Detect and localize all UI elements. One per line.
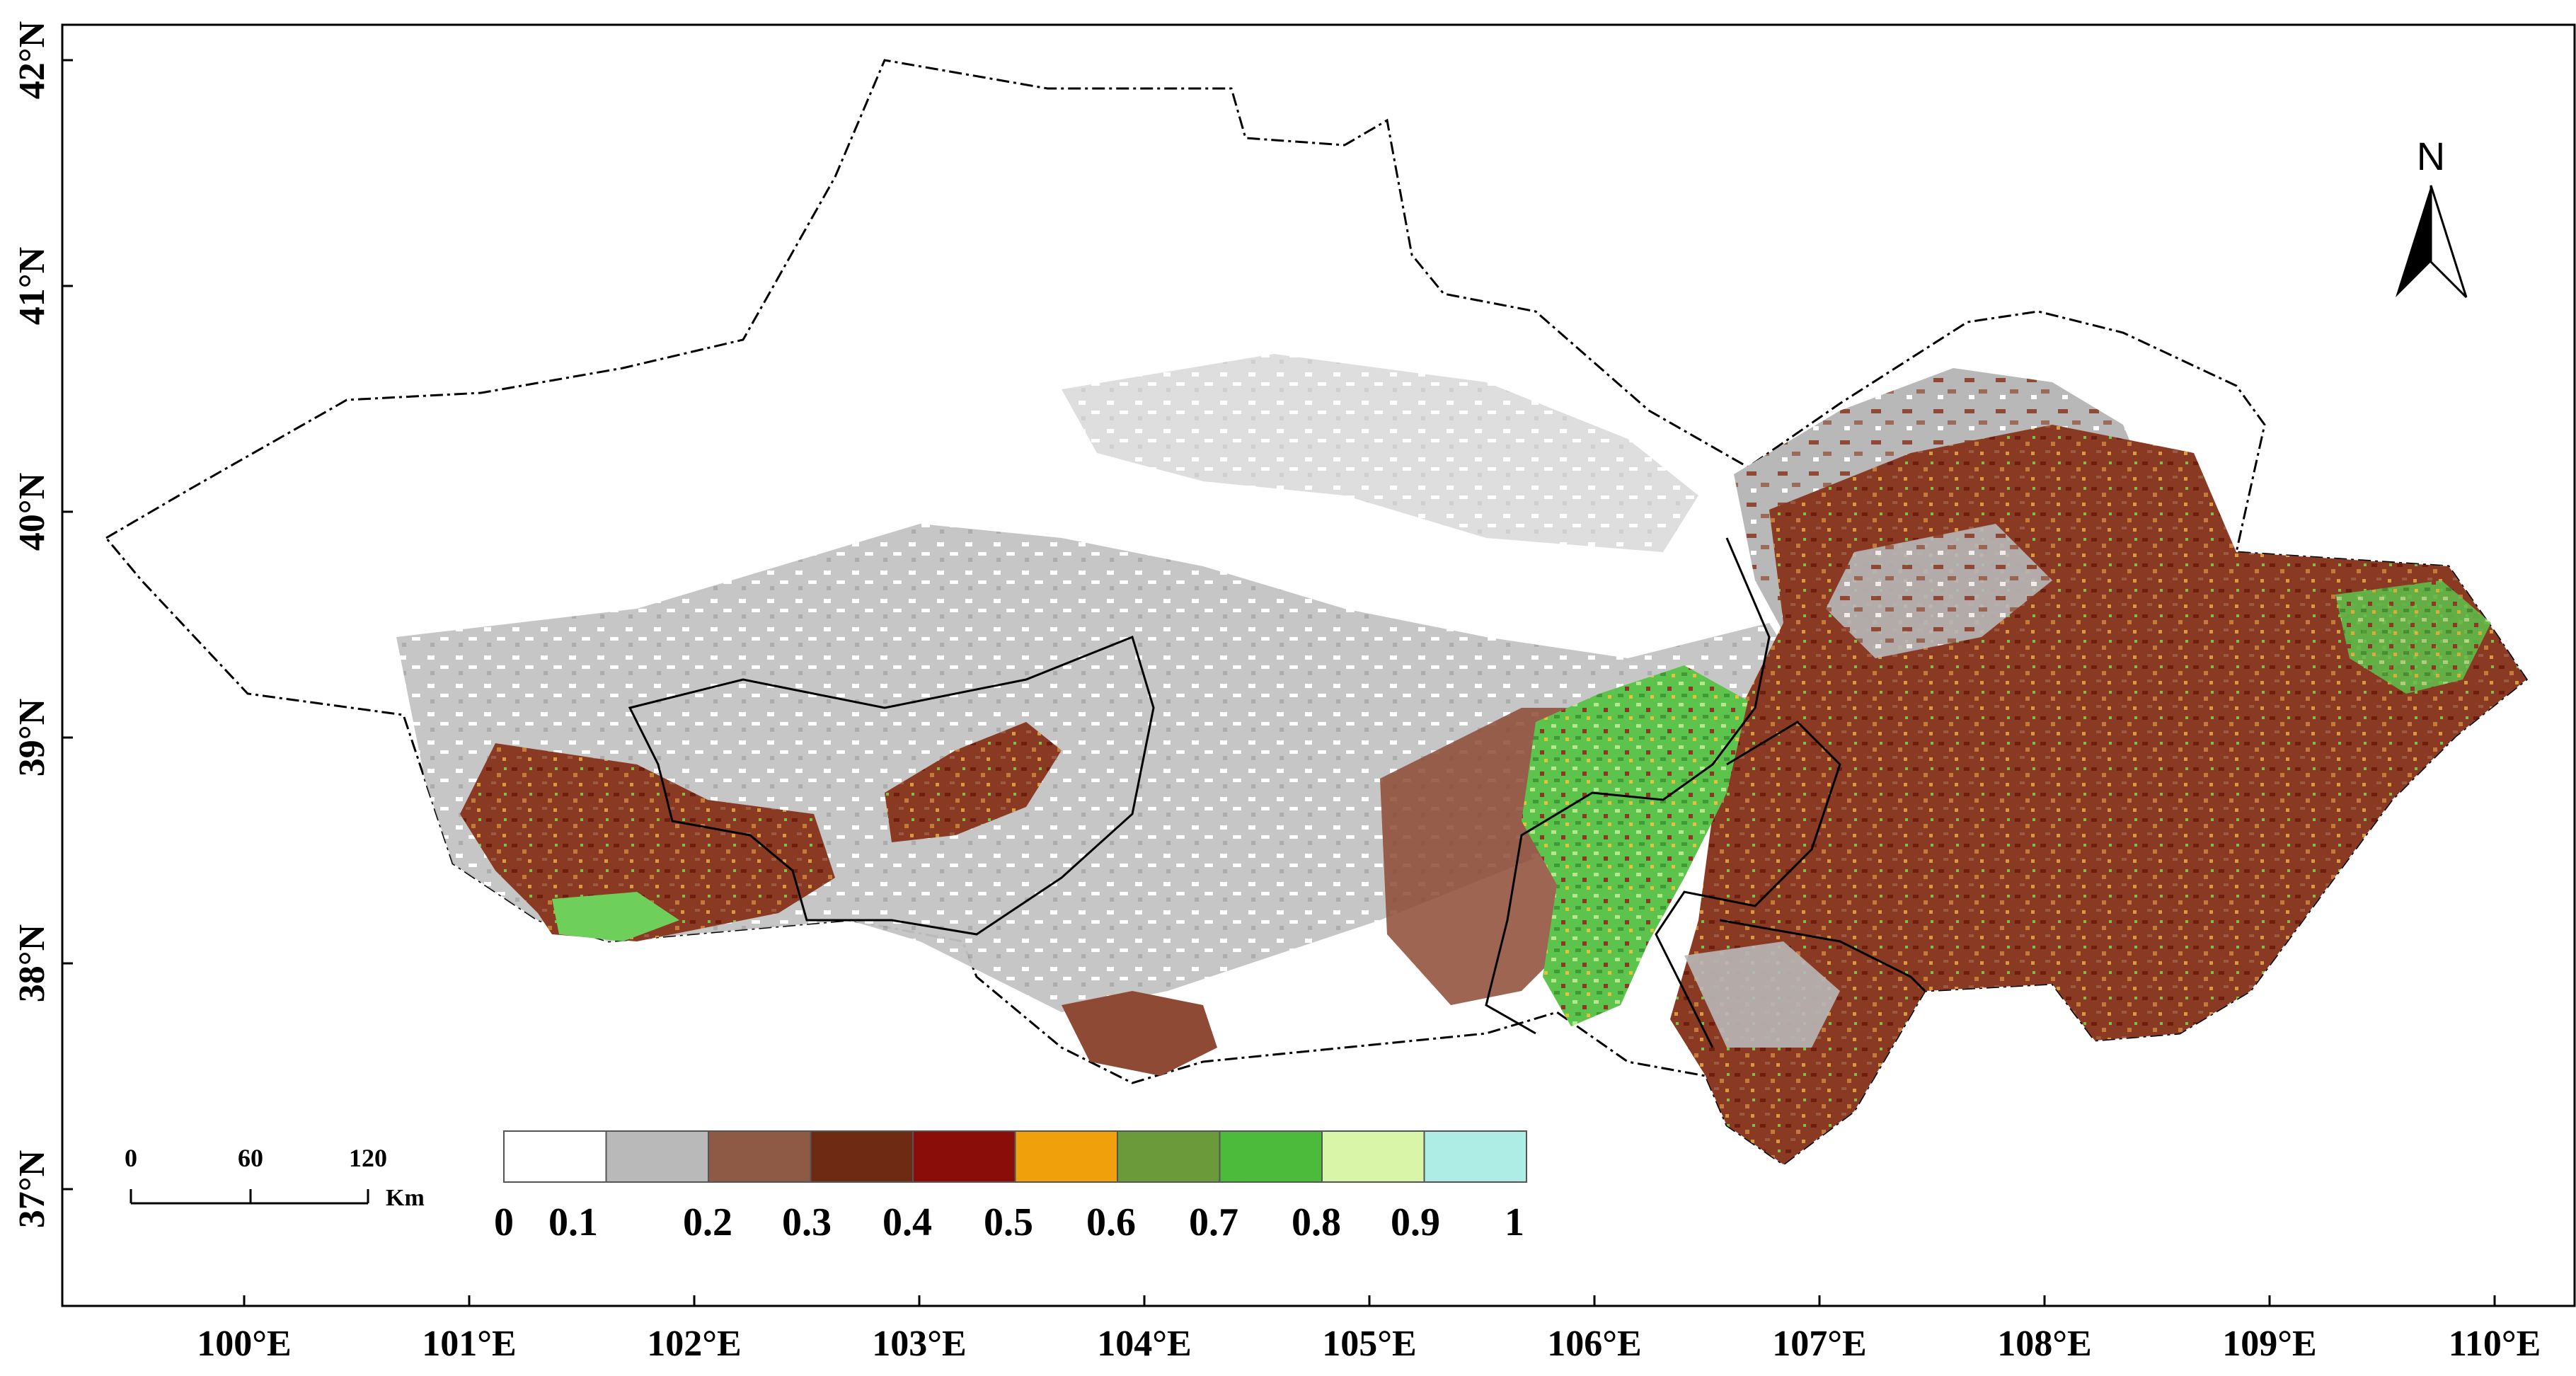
lon-tick-label: 103°E	[872, 1324, 966, 1364]
lon-tick-label: 106°E	[1547, 1324, 1641, 1364]
internal-boundary-c	[1655, 721, 1841, 1048]
lon-tick-label: 109°E	[2222, 1324, 2316, 1364]
gray-zone-north	[1062, 354, 1698, 552]
lat-tick-label: 42°N	[12, 21, 52, 99]
legend-label: 0.4	[882, 1200, 932, 1244]
lat-ticks	[62, 59, 73, 1191]
brown-zone-south	[1062, 991, 1217, 1076]
lon-tick-label: 102°E	[647, 1324, 741, 1364]
lat-tick-label: 40°N	[12, 473, 52, 551]
legend-label: 0.5	[984, 1200, 1033, 1244]
legend-label: 0.2	[683, 1200, 732, 1244]
green-zone-ridge	[1522, 665, 1748, 1026]
lon-tick-label: 101°E	[422, 1324, 516, 1364]
brown-patch-center	[885, 722, 1062, 842]
legend-swatch	[1219, 1130, 1323, 1183]
internal-boundary-b	[1485, 537, 1771, 1035]
lat-tick-label: 41°N	[12, 247, 52, 325]
lon-labels: 100°E 101°E 102°E 103°E 104°E 105°E 106°E 107°E…	[197, 1324, 2541, 1364]
lat-tick-label: 38°N	[12, 924, 52, 1002]
gray-patch-south	[1684, 941, 1840, 1048]
internal-boundary-d	[1719, 919, 1926, 992]
legend-swatch	[1014, 1130, 1118, 1183]
legend-label: 0	[494, 1200, 514, 1244]
legend-swatch	[1321, 1130, 1425, 1183]
north-arrow: N	[2396, 134, 2468, 299]
lon-tick-label: 108°E	[1997, 1324, 2091, 1364]
legend-swatch	[810, 1130, 914, 1183]
lon-tick-label: 110°E	[2449, 1324, 2541, 1364]
scale-bar: 0 60 120 Km	[125, 1144, 425, 1211]
green-patch-southwest	[552, 892, 679, 941]
lat-labels: 37°N 38°N 39°N 40°N 41°N 42°N	[12, 21, 52, 1228]
legend-label: 0.3	[782, 1200, 832, 1244]
north-arrow-icon	[2396, 185, 2431, 297]
scale-unit: Km	[386, 1185, 425, 1211]
scale-label-120: 120	[349, 1144, 387, 1172]
gray-patch-east	[1826, 524, 2052, 658]
legend-label: 0.8	[1292, 1200, 1341, 1244]
lat-tick-label: 37°N	[12, 1150, 52, 1228]
legend-label: 0.6	[1086, 1200, 1136, 1244]
north-arrow-label: N	[2417, 134, 2445, 178]
lon-tick-label: 104°E	[1097, 1324, 1191, 1364]
lon-tick-label: 100°E	[197, 1324, 291, 1364]
scale-label-60: 60	[238, 1144, 263, 1172]
brown-zone-southwest	[460, 743, 835, 941]
lon-tick-label: 105°E	[1322, 1324, 1416, 1364]
legend: 0 0.1 0.2 0.3 0.4 0.5 0.6 0.7 0.8 0.9 1	[494, 1130, 1527, 1244]
legend-swatch	[1117, 1130, 1221, 1183]
scale-label-0: 0	[125, 1144, 137, 1172]
internal-boundary-a	[628, 635, 1155, 936]
lon-tick-label: 107°E	[1772, 1324, 1866, 1364]
legend-label: 0.1	[548, 1200, 598, 1244]
legend-swatch	[912, 1130, 1016, 1183]
lon-ticks	[243, 1295, 2496, 1306]
lat-tick-label: 39°N	[12, 699, 52, 776]
legend-label: 0.9	[1391, 1200, 1440, 1244]
green-patch-east	[2335, 580, 2491, 694]
legend-swatch	[1423, 1130, 1527, 1183]
legend-swatch	[503, 1130, 607, 1183]
legend-swatch	[708, 1130, 812, 1183]
legend-label: 1	[1505, 1200, 1524, 1244]
legend-swatch	[605, 1130, 709, 1183]
legend-label: 0.7	[1189, 1200, 1238, 1244]
